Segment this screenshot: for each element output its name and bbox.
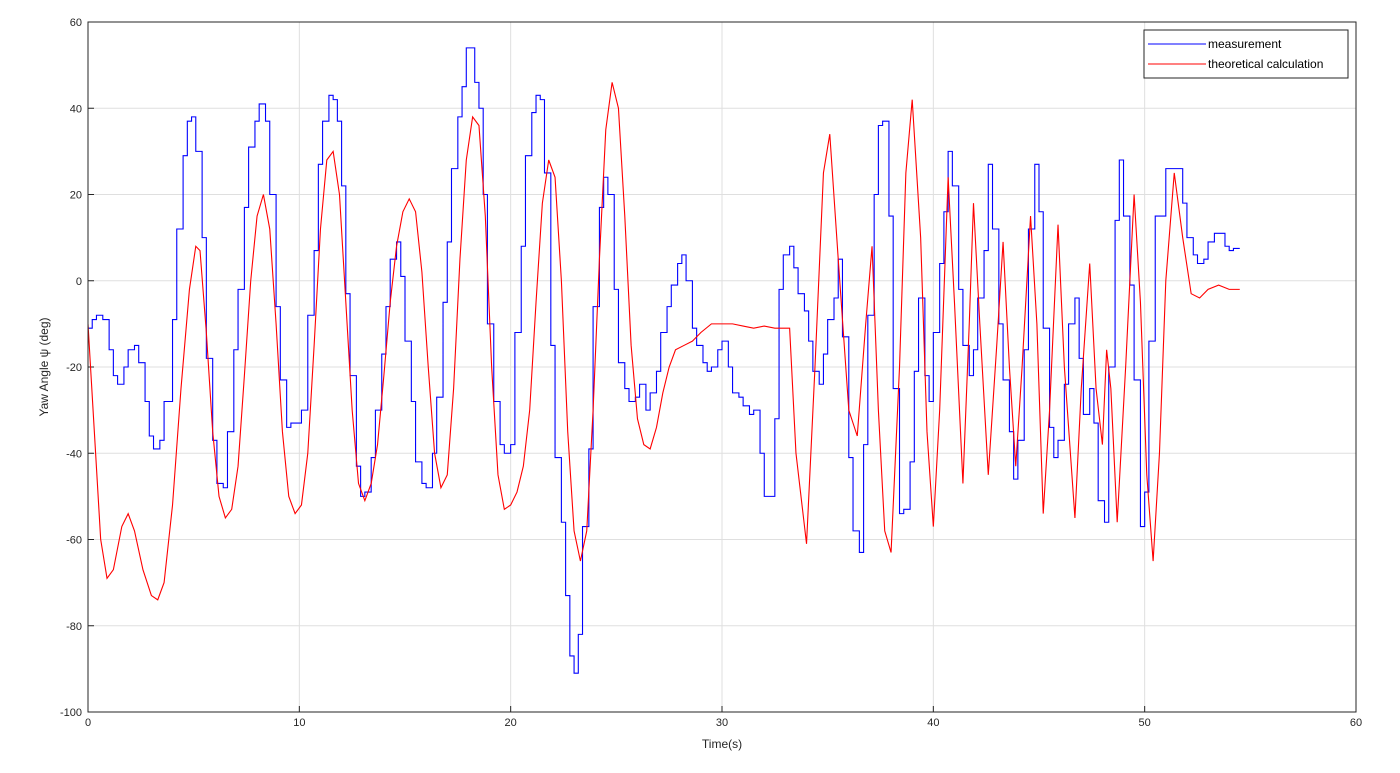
x-tick-label: 30	[716, 717, 728, 729]
y-tick-label: 0	[76, 276, 82, 288]
x-tick-label: 20	[505, 717, 517, 729]
x-tick-label: 10	[293, 717, 305, 729]
y-tick-label: -80	[66, 621, 82, 633]
series-line	[88, 82, 1240, 601]
x-tick-label: 50	[1139, 717, 1151, 729]
x-tick-label: 60	[1350, 717, 1362, 729]
y-tick-label: 60	[70, 17, 82, 29]
y-tick-label: -100	[60, 707, 82, 719]
x-tick-label: 0	[85, 717, 91, 729]
legend-label: measurement	[1208, 37, 1282, 51]
y-tick-label: -60	[66, 535, 82, 547]
x-axis-label: Time(s)	[702, 737, 742, 751]
y-tick-label: -20	[66, 362, 82, 374]
y-axis-label: Yaw Angle ψ (deg)	[37, 317, 51, 416]
y-tick-label: 20	[70, 190, 82, 202]
legend-label: theoretical calculation	[1208, 57, 1323, 71]
series-line	[88, 47, 1240, 674]
legend-box	[1143, 29, 1349, 79]
axes-box	[87, 21, 1357, 713]
x-tick-label: 40	[927, 717, 939, 729]
y-tick-label: -40	[66, 448, 82, 460]
y-tick-label: 40	[70, 103, 82, 115]
